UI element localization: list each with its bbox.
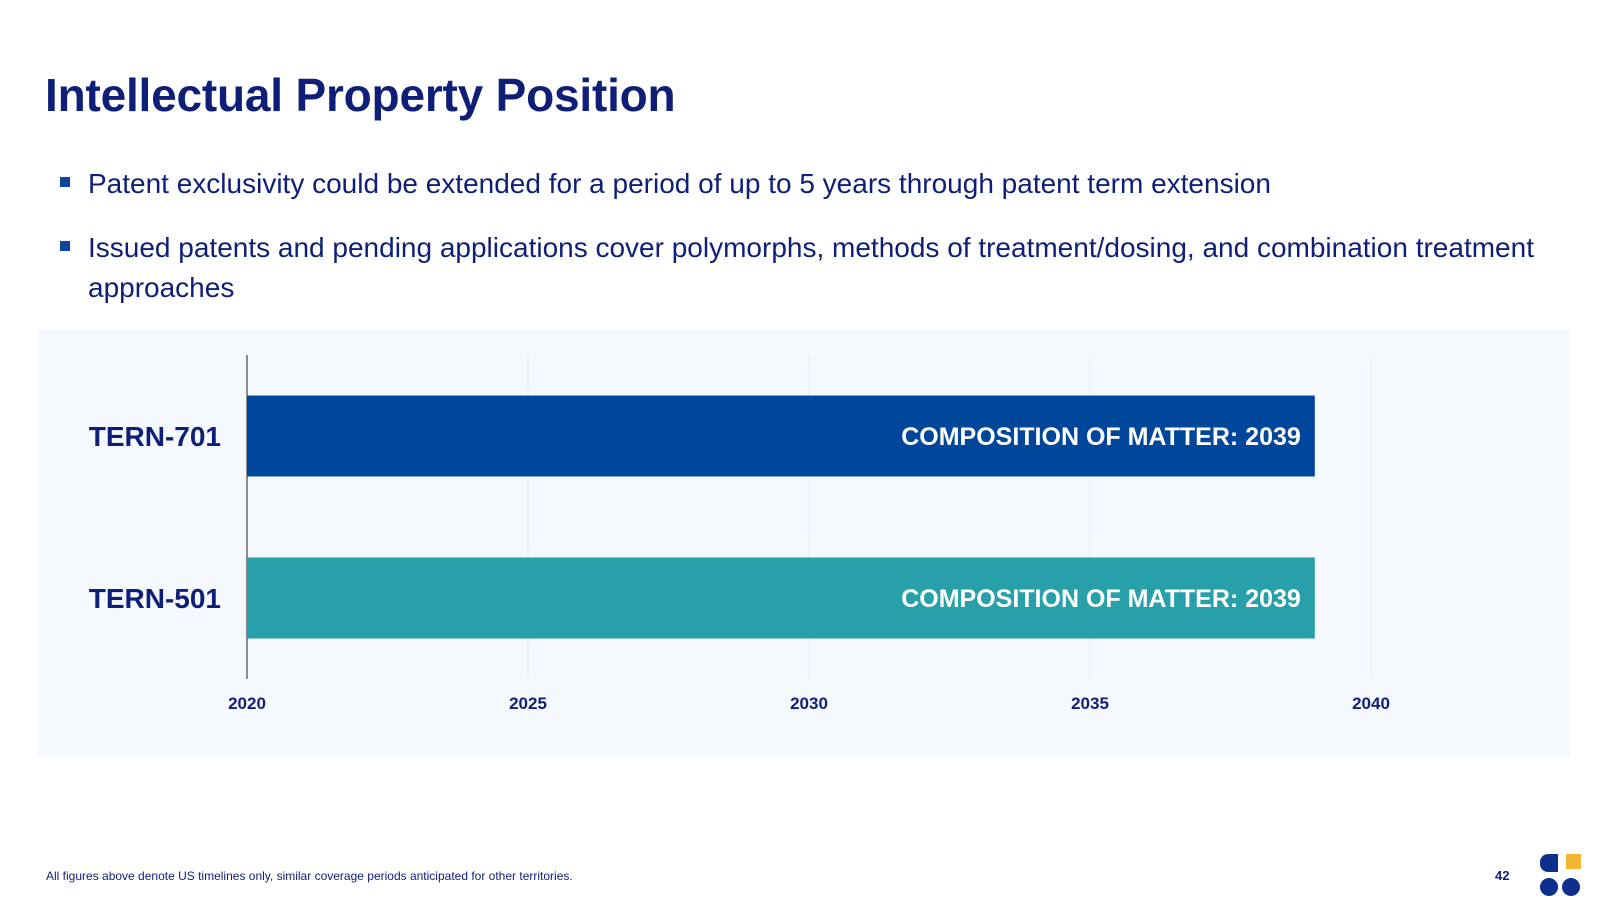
bullet-square-icon: [60, 241, 70, 251]
bar-tern-501: [247, 557, 1315, 639]
bar-tern-701: [247, 395, 1315, 477]
page-title: Intellectual Property Position: [45, 69, 676, 121]
x-tick-label: 2030: [790, 694, 828, 713]
page-number: 42: [1495, 868, 1510, 883]
bullet-text: Patent exclusivity could be extended for…: [88, 168, 1271, 199]
x-tick-label: 2025: [509, 694, 547, 713]
bar-data-label: COMPOSITION OF MATTER: 2039: [901, 585, 1301, 613]
chart-panel: 2020 2025 2030 2035 2040 COMPOSITION OF MATTE…: [38, 330, 1570, 757]
category-label: TERN-501: [89, 583, 221, 614]
x-tick-label: 2040: [1352, 694, 1390, 713]
bullet-list: Patent exclusivity could be extended for…: [58, 164, 1538, 332]
x-tick-label: 2020: [228, 694, 266, 713]
bullet-square-icon: [60, 177, 70, 187]
bullet-item: Patent exclusivity could be extended for…: [58, 164, 1538, 204]
footnote: All figures above denote US timelines on…: [46, 869, 573, 883]
x-tick-label: 2035: [1071, 694, 1109, 713]
company-logo-icon: [1540, 854, 1581, 896]
bullet-text: Issued patents and pending applications …: [88, 232, 1534, 303]
category-label: TERN-701: [89, 421, 221, 452]
bar-data-label: COMPOSITION OF MATTER: 2039: [901, 423, 1301, 451]
patent-timeline-chart: 2020 2025 2030 2035 2040 COMPOSITION OF MATTE…: [89, 355, 1390, 713]
bullet-item: Issued patents and pending applications …: [58, 228, 1538, 308]
